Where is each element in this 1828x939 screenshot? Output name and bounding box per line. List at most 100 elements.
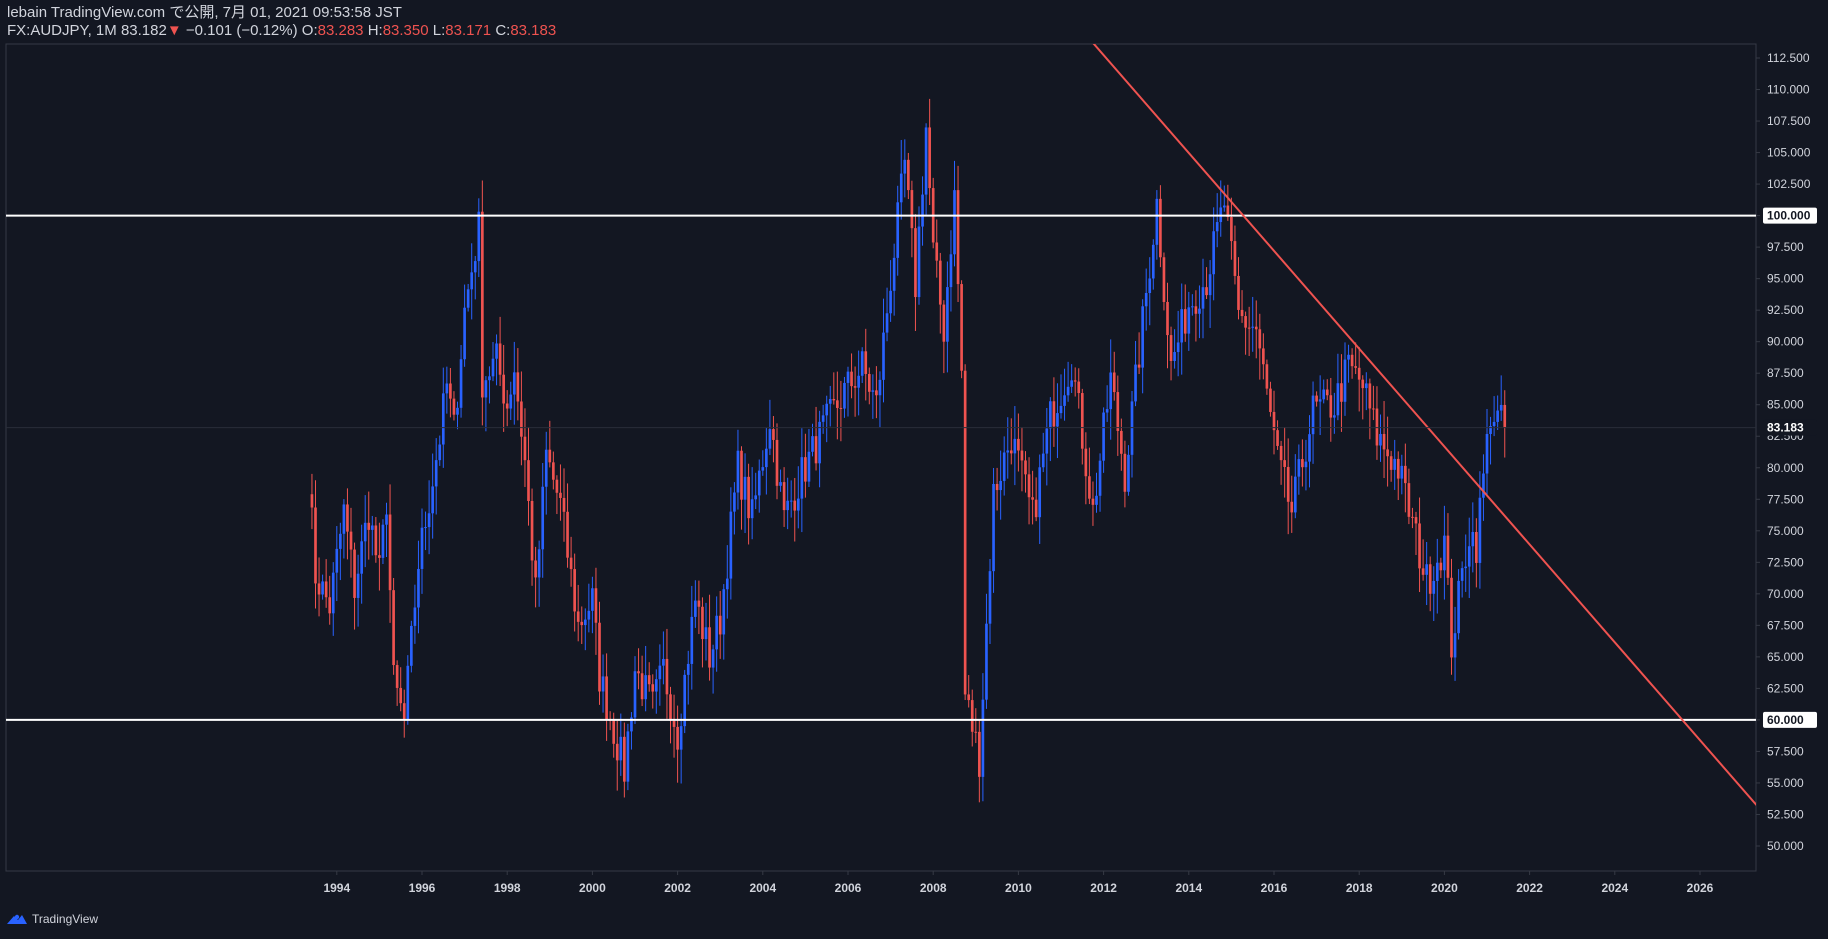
close-value: 83.183 [510, 22, 557, 39]
candle-down [676, 726, 679, 750]
candle-up [1049, 401, 1052, 429]
candle-down [740, 450, 743, 500]
candle-down [1428, 564, 1432, 594]
candle-up [1013, 438, 1017, 454]
candle-up [1432, 580, 1436, 594]
candle-up [1155, 198, 1159, 245]
candle-up [470, 272, 474, 290]
price-tick-label: 52.500 [1767, 807, 1804, 821]
candle-down [1247, 327, 1251, 329]
candle-up [537, 549, 541, 578]
candle-up [715, 615, 718, 650]
candle-down [1290, 501, 1294, 513]
candle-down [1073, 380, 1077, 382]
candle-up [860, 351, 864, 376]
candle-down [1329, 395, 1333, 418]
plot-area[interactable] [5, 43, 1757, 872]
candle-down [1194, 306, 1198, 314]
candle-up [786, 500, 789, 511]
candle-up [743, 476, 747, 500]
candle-up [985, 623, 988, 700]
candle-down [1240, 309, 1244, 317]
candle-up [1293, 476, 1297, 513]
last-price-label-box [1763, 419, 1817, 436]
candle-up [363, 522, 367, 542]
candle-down [1091, 498, 1095, 505]
horizontal-levels[interactable] [6, 214, 1756, 721]
time-tick-label: 2000 [579, 881, 606, 895]
candle-up [1148, 278, 1152, 293]
footer-brand[interactable]: TradingView [6, 912, 98, 926]
candle-up [1176, 342, 1180, 353]
price-axis[interactable]: 112.500 110.000 107.500 105.000 102.500 100.0… [1756, 51, 1811, 853]
candle-up [1478, 497, 1482, 563]
candle-down [324, 581, 328, 598]
candle-down [938, 260, 942, 305]
trend-line[interactable] [1092, 43, 1775, 826]
time-tick-label: 2018 [1346, 881, 1373, 895]
candle-up [438, 444, 442, 461]
chart-header: lebain TradingView.com で公開, 7月 01, 2021 … [7, 4, 556, 40]
candle-down [523, 436, 527, 461]
candle-down [392, 590, 395, 666]
candle-up [1496, 410, 1499, 422]
candle-up [818, 421, 821, 464]
candle-up [370, 525, 374, 530]
price-tick-label: 97.500 [1767, 240, 1804, 254]
candle-up [899, 173, 903, 203]
price-tick-label: 55.000 [1767, 776, 1804, 790]
candle-down [1233, 241, 1237, 276]
candle-up [466, 289, 470, 308]
candle-up [495, 343, 498, 359]
candle-down [1450, 577, 1453, 658]
candle-up [420, 527, 424, 569]
open-label: O: [301, 22, 318, 39]
candle-down [839, 407, 843, 409]
price-tick-label: 95.000 [1767, 272, 1804, 286]
candle-down [928, 127, 931, 189]
candle-down [1159, 198, 1162, 258]
candle-up [1070, 380, 1073, 387]
candle-up [1212, 231, 1215, 275]
candle-down [530, 500, 534, 561]
price-tick-label: 107.500 [1767, 114, 1811, 128]
candle-up [406, 665, 410, 720]
candle-up [779, 482, 782, 486]
candle-down [1230, 217, 1233, 242]
candle-up [683, 674, 687, 727]
price-tick-label: 90.000 [1767, 335, 1804, 349]
candle-up [1180, 309, 1184, 343]
candle-up [587, 610, 591, 620]
time-tick-label: 2008 [920, 881, 947, 895]
candle-up [765, 448, 768, 468]
candle-down [697, 600, 701, 607]
price-tick-label: 112.500 [1767, 51, 1810, 65]
candle-down [481, 211, 484, 398]
level-price-label-box [1763, 207, 1817, 224]
time-axis[interactable]: 1994 1996 1998 2000 2002 2004 2006 2008 2010 2012… [323, 871, 1714, 895]
candle-down [1205, 287, 1208, 296]
candle-down [708, 627, 711, 668]
candle-up [1304, 461, 1308, 468]
candle-down [1272, 411, 1276, 431]
candle-up [924, 127, 928, 195]
candle-up [892, 257, 896, 291]
candle-up [434, 460, 438, 487]
candle-up [953, 190, 956, 255]
candle-down [967, 694, 971, 701]
candle-down [527, 460, 530, 501]
price-tick-label: 67.500 [1767, 618, 1804, 632]
candle-up [1336, 383, 1340, 416]
candle-up [619, 736, 623, 761]
candle-up [644, 675, 647, 700]
candle-up [729, 511, 733, 579]
candle-down [1077, 381, 1081, 394]
candle-up [477, 211, 481, 262]
candle-up [1489, 426, 1492, 434]
price-tick-label: 72.500 [1767, 555, 1804, 569]
candle-down [804, 457, 807, 482]
candle-down [1368, 383, 1372, 409]
candle-down [520, 401, 523, 437]
candle-up [722, 589, 726, 635]
